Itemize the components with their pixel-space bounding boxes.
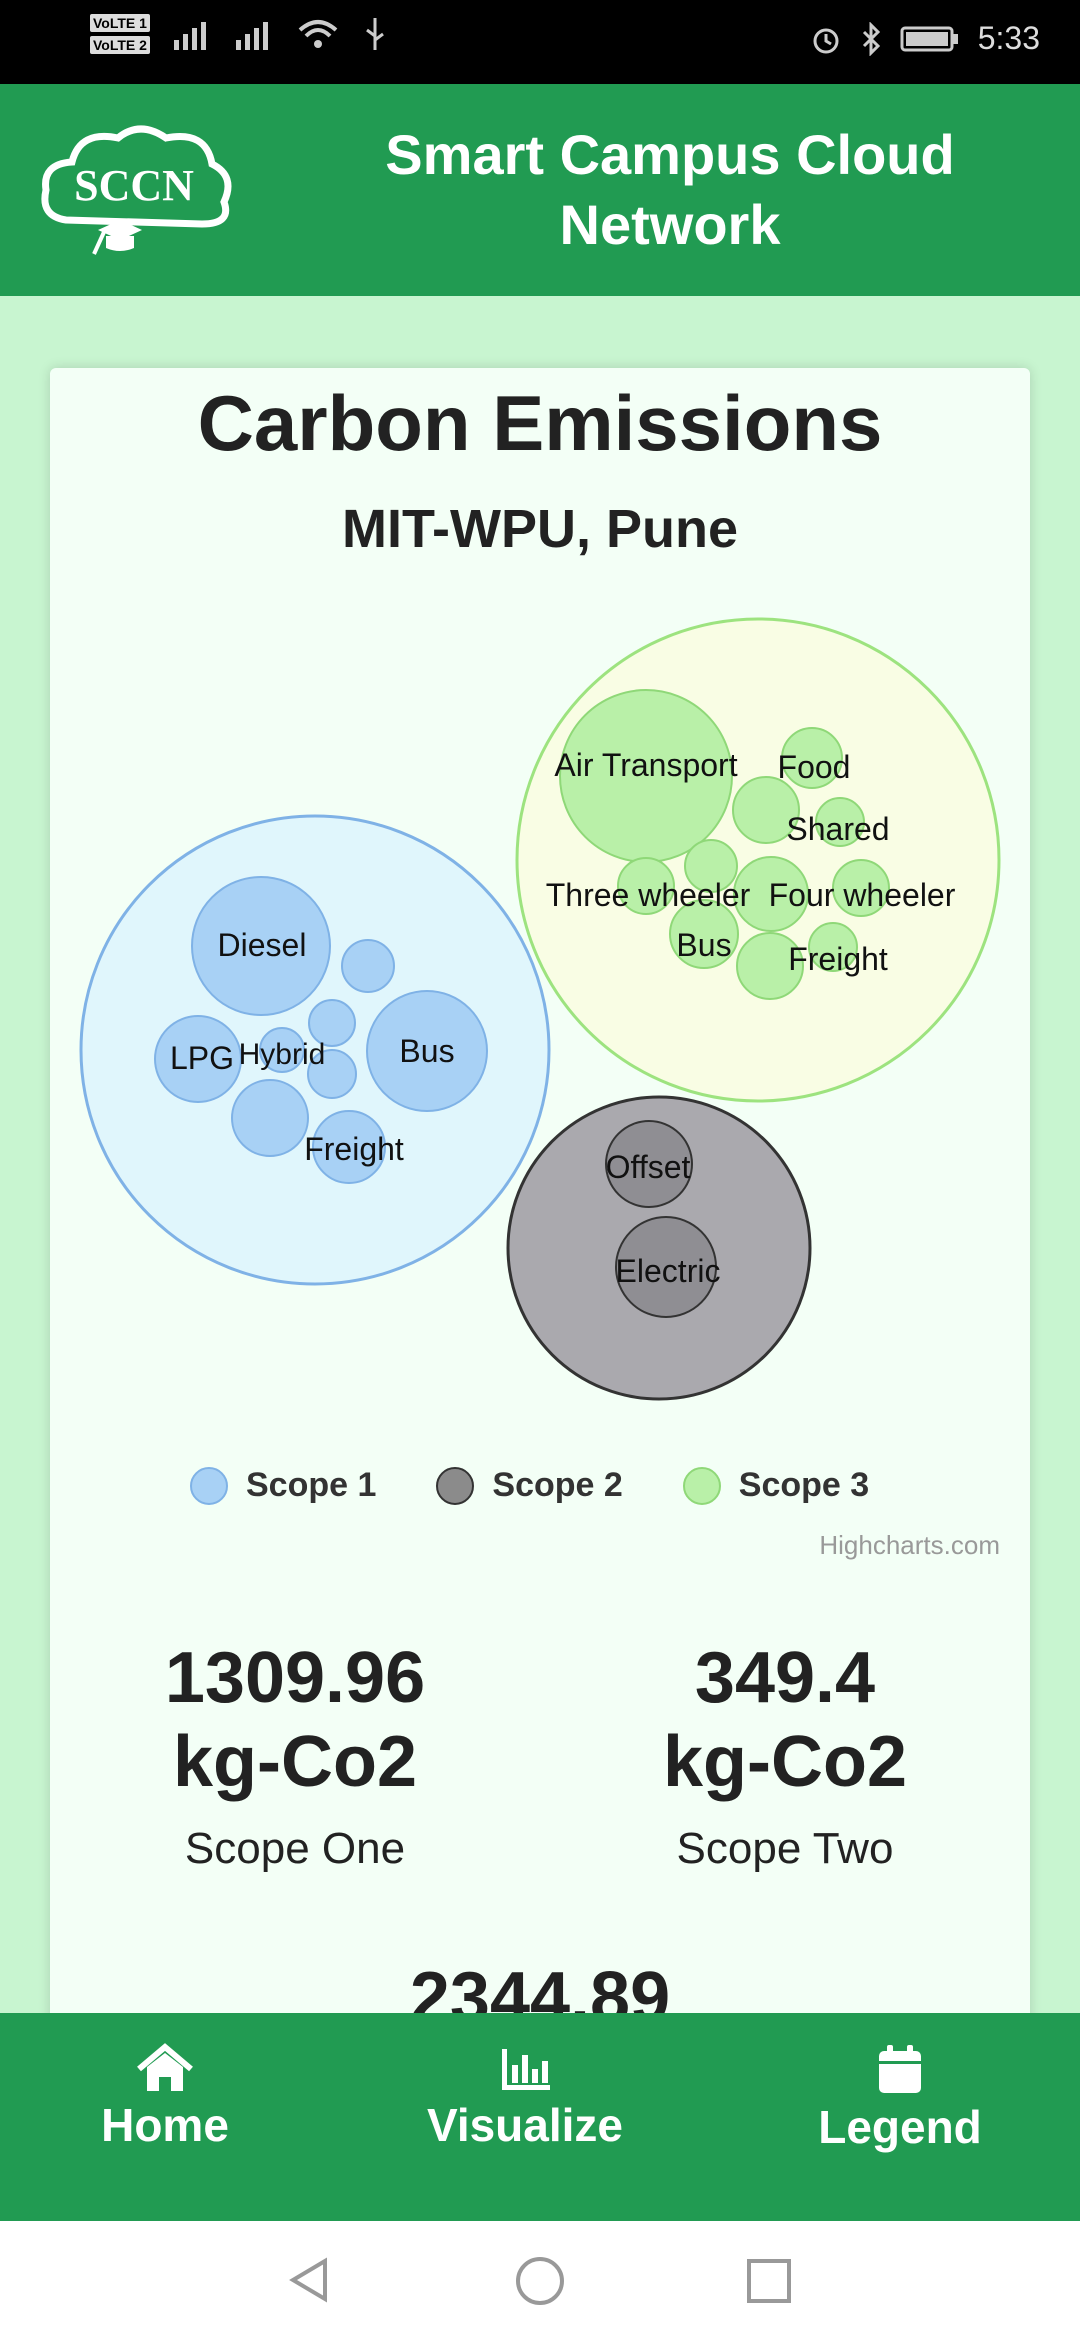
status-left: VoLTE 1 VoLTE 2 <box>90 14 388 54</box>
volte-1-badge: VoLTE 1 <box>90 14 150 32</box>
label-food: Food <box>778 749 851 785</box>
app-header <box>0 84 1080 296</box>
scope-one-stat: 1309.96 kg-Co2 Scope One <box>110 1636 480 1874</box>
home-icon <box>137 2043 193 2091</box>
legend-item-scope-1[interactable]: Scope 1 <box>190 1466 376 1505</box>
label-three-wheeler: Three wheeler <box>546 877 751 913</box>
bubble-small-7[interactable] <box>736 932 804 1000</box>
legend-item-scope-2[interactable]: Scope 2 <box>436 1466 623 1505</box>
scope-one-label: Scope One <box>184 1824 406 1873</box>
bubble-small-4[interactable] <box>307 1049 357 1099</box>
legend-item-scope-3[interactable]: Scope 3 <box>682 1466 870 1505</box>
volte-2-badge: VoLTE 2 <box>90 36 150 54</box>
sccn-logo[interactable]: SCCN <box>36 120 236 260</box>
bubble-small-2[interactable] <box>341 939 395 993</box>
bubble-electric[interactable] <box>615 1216 717 1318</box>
usb-icon <box>366 18 384 50</box>
bubble-bus-scope1[interactable] <box>366 990 488 1112</box>
bottom-nav: Home Visualize Legend <box>0 2013 1080 2221</box>
bubble-small-3[interactable] <box>308 999 356 1047</box>
bluetooth-icon <box>862 21 880 56</box>
volte-indicators: VoLTE 1 VoLTE 2 <box>90 14 150 54</box>
nav-legend[interactable]: Legend <box>800 2043 1000 2154</box>
scope-two-value: 349.4 <box>694 1638 876 1718</box>
bubble-lpg[interactable] <box>154 1015 242 1103</box>
app-title: Smart Campus Cloud Network <box>385 123 955 256</box>
label-bus-scope3: Bus <box>676 927 731 963</box>
emissions-card: Carbon Emissions MIT-WPU, Pune Diesel LP… <box>50 368 1030 2118</box>
scope-2-group[interactable]: Offset Electric <box>506 1095 812 1401</box>
card-title: Carbon Emissions <box>197 379 883 467</box>
bubble-three-wheeler[interactable] <box>617 857 675 915</box>
signal-2-icon <box>235 22 268 50</box>
legend-label-scope-1: Scope 1 <box>246 1466 377 1504</box>
nav-visualize[interactable]: Visualize <box>410 2043 640 2152</box>
clock: 5:33 <box>977 20 1040 56</box>
bubble-four-wheeler[interactable] <box>832 859 890 917</box>
bubble-offset[interactable] <box>605 1120 693 1208</box>
recents-icon[interactable] <box>745 2257 793 2305</box>
system-nav-bar <box>0 2221 1080 2340</box>
bubble-small-5[interactable] <box>732 776 800 844</box>
nav-visualize-label: Visualize <box>426 2099 624 2151</box>
bubble-freight-scope1[interactable] <box>312 1110 386 1184</box>
nav-home[interactable]: Home <box>80 2043 250 2152</box>
scope-3-group[interactable]: Air Transport Food Shared Three wheeler … <box>515 617 1001 1103</box>
legend-label-scope-3: Scope 3 <box>738 1466 870 1504</box>
battery-icon <box>900 26 958 51</box>
label-freight-scope3: Freight <box>788 941 888 977</box>
packed-bubble-chart[interactable]: Diesel LPG Hybrid Bus Freight Air Transp… <box>50 608 1030 1958</box>
label-electric: Electric <box>616 1253 721 1289</box>
label-diesel: Diesel <box>218 927 307 963</box>
chart-legend: Scope 1 Scope 2 Scope 3 <box>190 1466 1030 1505</box>
card-subtitle: MIT-WPU, Pune <box>342 499 738 559</box>
scope-1-group[interactable]: Diesel LPG Hybrid Bus Freight <box>79 814 551 1286</box>
wifi-icon <box>298 20 338 48</box>
home-circle-icon[interactable] <box>514 2255 566 2307</box>
label-freight-scope1: Freight <box>304 1131 404 1167</box>
label-air-transport: Air Transport <box>554 747 737 783</box>
chart-bar-icon <box>502 2049 550 2090</box>
scope-two-unit: kg-Co2 <box>662 1722 908 1802</box>
bubble-small-1[interactable] <box>231 1079 309 1157</box>
nav-legend-label: Legend <box>818 2101 982 2153</box>
bubble-bus-scope3[interactable] <box>669 899 739 969</box>
bubble-diesel[interactable] <box>191 876 331 1016</box>
logo-text: SCCN <box>74 161 194 210</box>
legend-label-scope-2: Scope 2 <box>492 1466 623 1504</box>
back-icon[interactable] <box>285 2255 335 2305</box>
scope-one-value: 1309.96 <box>164 1638 426 1718</box>
bubble-small-6[interactable] <box>733 856 809 932</box>
status-bar: VoLTE 1 VoLTE 2 5: <box>0 0 1080 84</box>
nav-home-label: Home <box>101 2099 229 2151</box>
label-lpg: LPG <box>170 1040 234 1076</box>
scope-two-stat: 349.4 kg-Co2 Scope Two <box>600 1636 970 1874</box>
label-shared: Shared <box>786 811 889 847</box>
legend-dot-scope-2 <box>436 1466 475 1505</box>
label-hybrid: Hybrid <box>239 1038 326 1071</box>
legend-dot-scope-3 <box>682 1466 721 1505</box>
legend-dot-scope-1 <box>190 1466 228 1505</box>
bubble-small-8[interactable] <box>684 839 738 893</box>
scope-one-unit: kg-Co2 <box>172 1722 418 1802</box>
scope-two-label: Scope Two <box>676 1824 894 1873</box>
calendar-icon <box>879 2045 921 2093</box>
bubble-freight-scope3[interactable] <box>808 922 858 972</box>
label-four-wheeler: Four wheeler <box>769 877 956 913</box>
status-right: 5:33 <box>810 20 1040 57</box>
bubble-food[interactable] <box>781 727 843 789</box>
signal-icon <box>173 22 206 50</box>
label-bus-scope1: Bus <box>399 1033 454 1069</box>
chart-credit[interactable]: Highcharts.com <box>819 1530 1000 1560</box>
label-offset: Offset <box>606 1149 691 1185</box>
bubble-hybrid[interactable] <box>259 1027 305 1073</box>
alarm-icon <box>813 28 839 53</box>
bubble-shared[interactable] <box>815 797 865 847</box>
